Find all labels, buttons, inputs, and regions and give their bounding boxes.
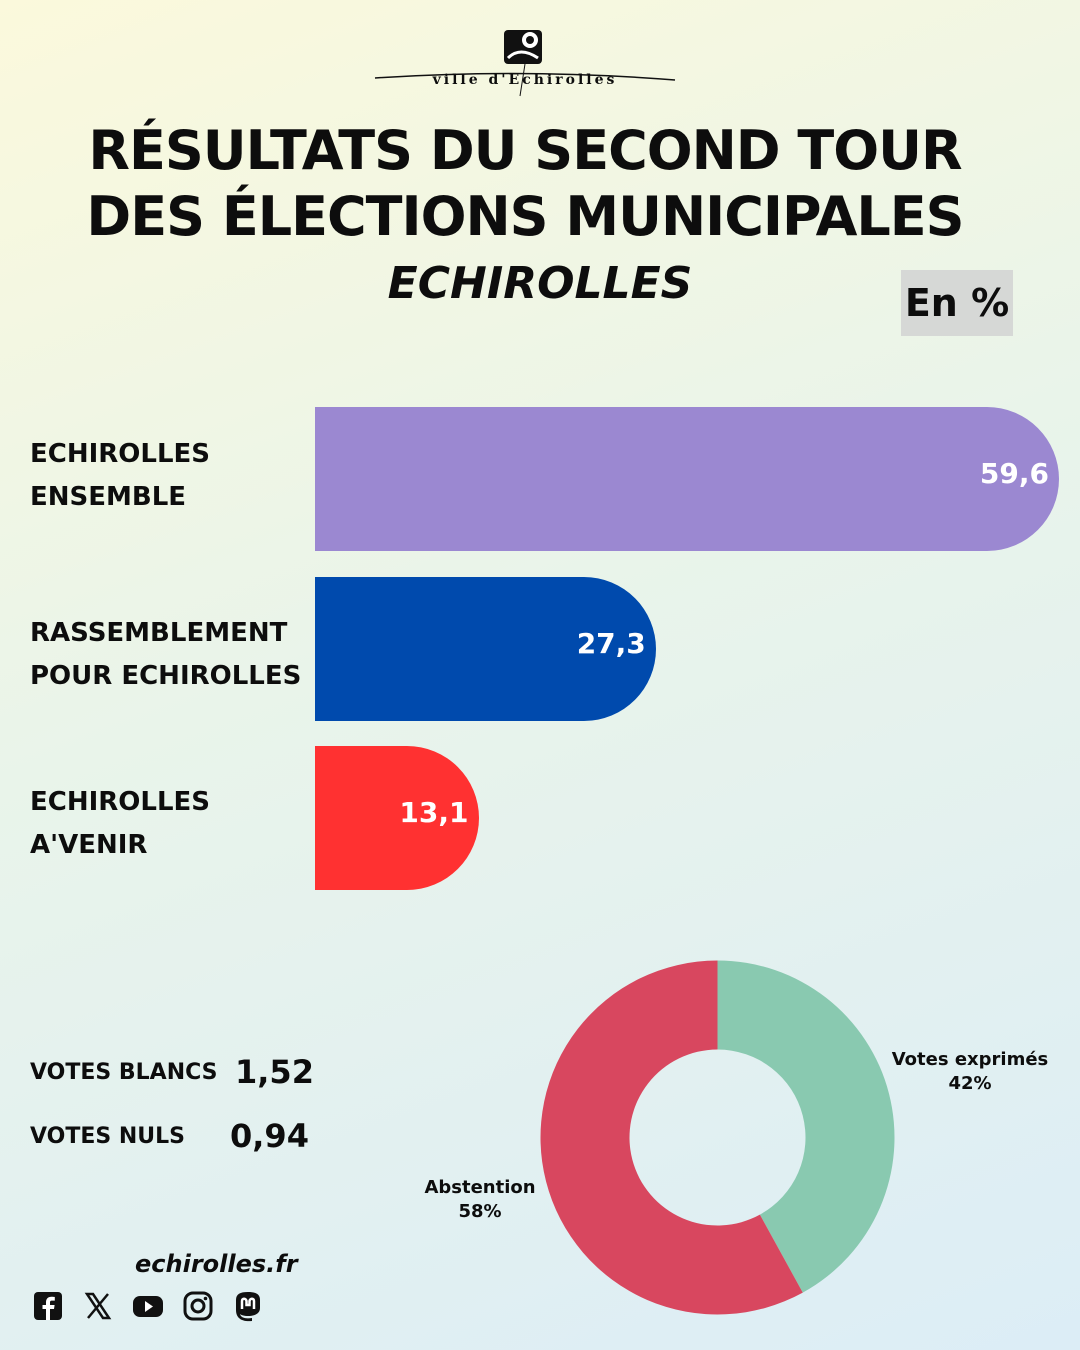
unit-badge: En % <box>901 270 1013 336</box>
facebook-icon[interactable] <box>32 1290 64 1322</box>
donut-label-abstention: Abstention 58% <box>410 1176 550 1224</box>
votes-nuls-label: VOTES NULS <box>30 1124 186 1149</box>
donut-slice-exprimes <box>717 960 895 1293</box>
bar-label-line: RASSEMBLEMENT <box>30 618 288 648</box>
donut-label-pct: 58% <box>458 1201 502 1222</box>
city-emblem-icon <box>374 30 676 97</box>
donut-label-exprimes: Votes exprimés 42% <box>880 1048 1060 1096</box>
x-icon[interactable] <box>82 1290 114 1322</box>
instagram-icon[interactable] <box>182 1290 214 1322</box>
bar-label-echirolles-avenir: ECHIROLLES A'VENIR <box>30 781 310 867</box>
donut-slice-abstention <box>540 960 803 1315</box>
bar-value-label: 59,6 <box>979 457 1049 490</box>
bar-label-echirolles-ensemble: ECHIROLLES ENSEMBLE <box>30 433 310 519</box>
bar-label-line: ENSEMBLE <box>30 482 187 512</box>
votes-blancs-label: VOTES BLANCS <box>30 1060 218 1085</box>
mastodon-icon[interactable] <box>232 1290 264 1322</box>
votes-blancs-value: 1,52 <box>235 1053 314 1091</box>
donut-label-name: Votes exprimés <box>891 1049 1049 1070</box>
city-logo: ville d'Echirolles <box>370 28 680 98</box>
participation-donut-chart <box>540 960 895 1315</box>
bar-value-label: 27,3 <box>576 627 646 660</box>
social-links <box>32 1290 264 1322</box>
city-logo-text: ville d'Echirolles <box>432 72 618 88</box>
donut-label-name: Abstention <box>424 1177 536 1198</box>
votes-nuls-value: 0,94 <box>230 1117 309 1155</box>
bar-label-line: POUR ECHIROLLES <box>30 661 302 691</box>
title-line-1: RÉSULTATS DU SECOND TOUR <box>88 119 962 182</box>
bar-label-line: A'VENIR <box>30 830 148 860</box>
website-link[interactable]: echirolles.fr <box>135 1250 298 1278</box>
bar-label-rassemblement: RASSEMBLEMENT POUR ECHIROLLES <box>30 612 310 698</box>
bar-rassemblement: 27,3 <box>315 577 656 721</box>
page-title: RÉSULTATS DU SECOND TOUR DES ÉLECTIONS M… <box>0 118 1050 250</box>
title-line-2: DES ÉLECTIONS MUNICIPALES <box>86 185 964 248</box>
donut-label-pct: 42% <box>948 1073 992 1094</box>
youtube-icon[interactable] <box>132 1290 164 1322</box>
bar-echirolles-avenir: 13,1 <box>315 746 479 890</box>
bar-label-line: ECHIROLLES <box>30 787 211 817</box>
bar-echirolles-ensemble: 59,6 <box>315 407 1059 551</box>
page-subtitle: ECHIROLLES <box>387 258 693 309</box>
bar-label-line: ECHIROLLES <box>30 439 211 469</box>
bar-value-label: 13,1 <box>399 796 469 829</box>
